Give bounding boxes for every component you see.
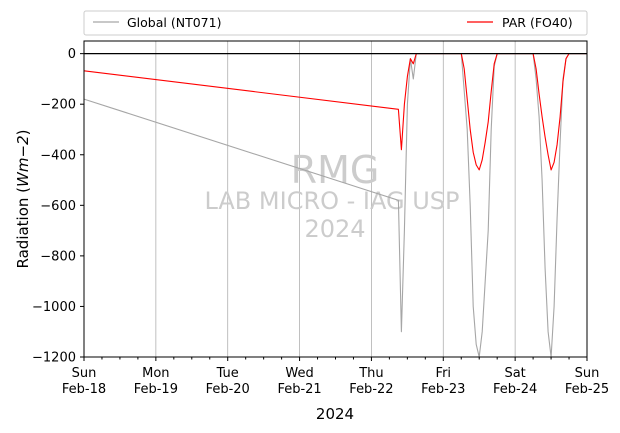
x-tick-label-day: Fri <box>436 366 452 381</box>
x-tick-label-date: Feb-24 <box>493 382 537 397</box>
watermark: RMG LAB MICRO - IAG USP 2024 <box>204 148 459 243</box>
grid <box>155 41 516 357</box>
x-tick-label-day: Sun <box>575 366 600 381</box>
y-axis-title: Radiation (Wm−2) <box>14 130 32 269</box>
y-axis-title-main: Radiation ( <box>14 187 32 269</box>
x-tick-label-day: Thu <box>358 366 383 381</box>
x-axis: SunFeb-18MonFeb-19TueFeb-20WedFeb-21ThuF… <box>62 357 609 397</box>
x-tick-label-date: Feb-25 <box>565 382 609 397</box>
y-axis: 0 −200 −400 −600 −800 −1000 −1200 <box>32 47 84 366</box>
legend: Global (NT071) PAR (FO40) <box>83 10 588 36</box>
legend-label-par: PAR (FO40) <box>502 15 573 30</box>
x-axis-title: 2024 <box>316 405 354 423</box>
y-axis-title-exponent: −2 <box>14 135 32 157</box>
x-tick-label-date: Feb-21 <box>277 382 321 397</box>
legend-label-global: Global (NT071) <box>127 15 221 30</box>
x-tick-label-date: Feb-23 <box>421 382 465 397</box>
y-tick-label: −1200 <box>32 351 76 366</box>
y-tick-label: −200 <box>40 98 76 113</box>
x-tick-label-date: Feb-22 <box>349 382 393 397</box>
series-line-global <box>83 53 587 358</box>
y-tick-label: −1000 <box>32 300 76 315</box>
legend-frame <box>83 10 588 36</box>
y-tick-label: 0 <box>68 47 76 62</box>
x-tick-label-day: Mon <box>142 366 169 381</box>
x-tick-label-day: Wed <box>285 366 313 381</box>
x-tick-label-date: Feb-20 <box>206 382 250 397</box>
y-axis-title-close: ) <box>14 130 32 136</box>
x-tick-label-date: Feb-18 <box>62 382 106 397</box>
y-tick-label: −600 <box>40 199 76 214</box>
x-tick-label-day: Sun <box>72 366 97 381</box>
y-tick-label: −800 <box>40 249 76 264</box>
y-axis-title-unit: Wm <box>14 158 32 187</box>
watermark-line-3: 2024 <box>304 215 365 243</box>
watermark-line-2: LAB MICRO - IAG USP <box>204 187 459 215</box>
x-tick-label-day: Sat <box>504 366 525 381</box>
x-tick-label-day: Tue <box>216 366 239 381</box>
x-tick-label-date: Feb-19 <box>134 382 178 397</box>
y-tick-label: −400 <box>40 148 76 163</box>
